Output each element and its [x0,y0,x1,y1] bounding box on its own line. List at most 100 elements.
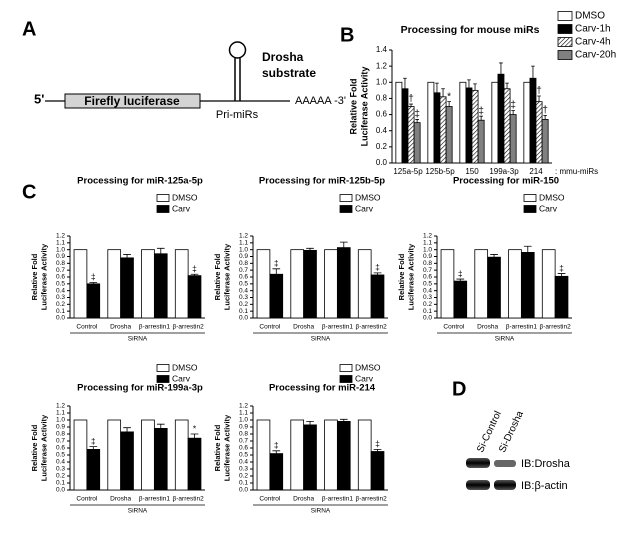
bar [269,273,284,319]
gene-label: Firefly luciferase [84,94,180,108]
error-bar [479,115,483,121]
y-tick-label: 0.2 [423,301,432,308]
bar [487,256,501,319]
legend-label: DMSO [355,362,381,372]
x-tick-label: Drosha [293,324,314,331]
y-tick-label: 0.6 [56,274,65,281]
x-tick-label: β-arrestin2 [173,324,205,331]
significance-mark: ‡ [91,436,96,446]
y-tick-label: 0.7 [423,267,432,274]
y-tick-label: 0.6 [423,274,432,281]
error-bar [456,278,465,282]
x-tick-label: 125b-5p [425,167,455,176]
legend-swatch [557,24,573,34]
bar [141,419,155,491]
legend-swatch [339,205,353,213]
x-tick-label: 125a-5p [393,167,423,176]
y-tick-label: 0.4 [423,287,432,294]
x-tick-label: Drosha [110,496,131,503]
bar [187,275,202,319]
bar [303,424,317,491]
y-tick-label: 0.5 [239,452,248,459]
legend-swatch [523,205,537,213]
bar [290,419,305,491]
bar [503,88,511,164]
error-bar [306,247,314,251]
bar [439,96,447,164]
panel-label: D [452,378,466,400]
y-axis-label: Relative Fold [30,253,39,300]
x-tick-label: Control [76,324,98,331]
x-tick-label: 214 [529,167,543,176]
y-tick-label: 0.7 [239,267,248,274]
x-axis-label: SiRNA [128,508,148,515]
bar [303,249,317,319]
y-tick-label: 0.5 [239,281,248,288]
chart-title: Processing for miR-125b-5p [259,176,385,187]
y-tick-label: 0.0 [56,487,65,494]
tail-label: AAAAA -3' [295,95,346,107]
error-bar [306,421,314,425]
bar [73,249,88,319]
bar [269,453,284,491]
error-bar [490,254,498,258]
y-axis-label: Relative Fold [348,78,358,134]
error-bar [505,82,509,89]
y-tick-label: 0.6 [56,445,65,452]
y-tick-label: 0.9 [56,253,65,260]
bar [107,249,122,319]
bar [509,114,517,164]
y-tick-label: 0.6 [239,274,248,281]
y-tick-label: 0.7 [239,438,248,445]
legend-label: Carv-4h [575,37,611,48]
legend-label: Carv-1h [575,24,611,35]
bar [453,280,468,319]
y-tick-label: 1.0 [423,246,432,253]
y-tick-label: 0.5 [423,281,432,288]
bar [324,419,338,491]
y-axis-label: Luciferase Activity [359,67,369,147]
bar [187,437,202,491]
legend-label: Carv-20h [575,50,616,61]
y-tick-label: 1.1 [56,240,65,247]
y-tick-label: 1.2 [56,403,65,410]
bar [120,257,134,319]
significance-mark: ‡ [478,106,484,117]
y-tick-label: 1.0 [376,77,388,86]
bar [395,81,403,164]
bar [465,87,473,164]
substrate-label: substrate [262,66,316,80]
legend-label: DMSO [172,362,198,372]
bar [336,247,351,319]
y-tick-label: 1.2 [239,403,248,410]
x-tick-label: β-arrestin2 [356,496,388,503]
legend-label: DMSO [172,192,198,202]
legend-swatch [156,194,170,202]
bar [535,101,543,164]
significance-mark: ‡ [559,263,564,273]
five-prime: 5' [34,91,44,106]
error-bar [190,433,199,439]
bar [370,274,385,319]
error-bar [441,88,445,97]
bar [433,92,441,164]
error-bar [473,83,477,91]
error-bar [537,95,541,102]
y-tick-label: 1.0 [239,246,248,253]
bar [474,249,489,319]
significance-mark: ‡ [91,272,96,282]
x-tick-label: β-arrestin2 [540,324,572,331]
legend-label: DMSO [575,11,605,22]
bar [459,81,467,164]
y-tick-label: 0.0 [423,315,432,322]
bar [520,251,535,319]
y-tick-label: 0.2 [239,473,248,480]
error-bar [123,254,131,258]
construct-diagram: 5' Firefly luciferase Pri-miRs AAAAA -3'… [34,41,346,121]
y-axis-label: Luciferase Activity [406,243,415,310]
y-axis-label: Luciferase Activity [222,414,231,481]
bar [407,106,415,164]
error-bar [543,114,547,120]
error-bar [272,268,281,275]
y-tick-label: 0.3 [423,294,432,301]
